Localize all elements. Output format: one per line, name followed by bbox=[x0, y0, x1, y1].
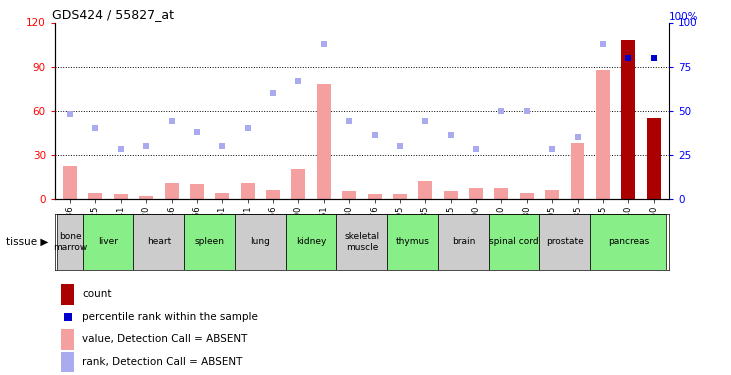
Text: prostate: prostate bbox=[546, 237, 584, 246]
Bar bbox=[139, 196, 154, 199]
Text: 100%: 100% bbox=[669, 12, 698, 22]
Text: GDS424 / 55827_at: GDS424 / 55827_at bbox=[52, 8, 174, 21]
Bar bbox=[342, 191, 356, 199]
Text: heart: heart bbox=[147, 237, 171, 246]
Bar bbox=[539, 214, 590, 270]
Bar bbox=[61, 284, 75, 304]
Bar bbox=[444, 191, 458, 199]
Text: lung: lung bbox=[251, 237, 270, 246]
Text: value, Detection Call = ABSENT: value, Detection Call = ABSENT bbox=[83, 334, 248, 344]
Bar bbox=[286, 214, 336, 270]
Bar bbox=[240, 183, 254, 199]
Bar bbox=[266, 190, 280, 199]
Bar bbox=[184, 214, 235, 270]
Bar bbox=[494, 189, 508, 199]
Bar bbox=[164, 183, 178, 199]
Text: rank, Detection Call = ABSENT: rank, Detection Call = ABSENT bbox=[83, 357, 243, 367]
Text: pancreas: pancreas bbox=[607, 237, 649, 246]
Bar bbox=[336, 214, 387, 270]
Bar bbox=[590, 214, 667, 270]
Bar bbox=[570, 143, 585, 199]
Bar bbox=[596, 69, 610, 199]
Bar bbox=[190, 184, 204, 199]
Bar bbox=[545, 190, 559, 199]
Bar bbox=[621, 40, 635, 199]
Text: liver: liver bbox=[98, 237, 118, 246]
Bar bbox=[368, 194, 382, 199]
Text: brain: brain bbox=[452, 237, 475, 246]
Text: tissue ▶: tissue ▶ bbox=[7, 237, 49, 247]
Text: thymus: thymus bbox=[395, 237, 430, 246]
Bar bbox=[317, 84, 330, 199]
Bar bbox=[57, 214, 83, 270]
Bar bbox=[520, 193, 534, 199]
Text: skeletal
muscle: skeletal muscle bbox=[344, 232, 379, 252]
Bar bbox=[61, 352, 75, 372]
Bar bbox=[418, 181, 432, 199]
Bar bbox=[88, 193, 102, 199]
Bar bbox=[393, 194, 407, 199]
Text: spleen: spleen bbox=[194, 237, 224, 246]
Bar bbox=[216, 193, 230, 199]
Text: spinal cord: spinal cord bbox=[489, 237, 539, 246]
Bar bbox=[61, 329, 75, 350]
Text: kidney: kidney bbox=[296, 237, 326, 246]
Text: percentile rank within the sample: percentile rank within the sample bbox=[83, 312, 258, 322]
Bar bbox=[438, 214, 489, 270]
Bar bbox=[489, 214, 539, 270]
Bar bbox=[63, 166, 77, 199]
Bar bbox=[114, 194, 128, 199]
Bar bbox=[235, 214, 286, 270]
Bar bbox=[387, 214, 438, 270]
Bar bbox=[469, 189, 483, 199]
Bar bbox=[647, 118, 661, 199]
Bar bbox=[83, 214, 134, 270]
Text: bone
marrow: bone marrow bbox=[53, 232, 87, 252]
Text: count: count bbox=[83, 290, 112, 299]
Bar bbox=[292, 170, 306, 199]
Bar bbox=[134, 214, 184, 270]
